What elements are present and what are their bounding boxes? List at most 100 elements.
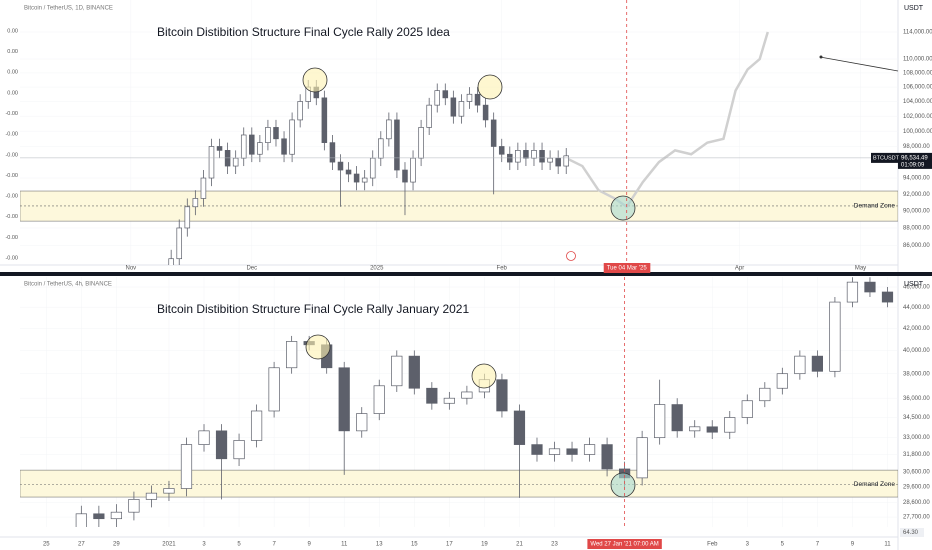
x-tick-label: 3 <box>202 542 206 548</box>
chart-header: Bitcoin / TetherUS, 4h, BINANCE <box>24 282 112 288</box>
y-tick-label: 33,000.00 <box>903 435 930 441</box>
candle-body <box>402 169 408 183</box>
candle-body <box>829 301 841 372</box>
trend-line <box>819 56 899 72</box>
left-scale-label: -0.00 <box>5 235 18 241</box>
candle-body <box>776 373 788 389</box>
candle-body <box>321 97 328 143</box>
candle-body <box>418 127 424 159</box>
x-tick-label: Feb <box>497 266 508 272</box>
candle-body <box>110 511 122 520</box>
left-scale-label: 0.00 <box>7 28 18 34</box>
candle-body <box>338 367 350 432</box>
candle-body <box>257 142 263 155</box>
x-tick-label: Nov <box>126 266 137 272</box>
candle-body <box>200 177 207 199</box>
candle-body <box>434 90 441 106</box>
candle-body <box>250 410 263 441</box>
candle-body <box>450 97 457 117</box>
y-tick-label: 44,000.00 <box>903 305 930 311</box>
time-marker-box <box>603 263 651 273</box>
candle-body <box>240 134 247 159</box>
candle-body <box>233 440 245 460</box>
demand-zone-label: Demand Zone <box>854 481 896 488</box>
candle-body <box>461 391 473 399</box>
y-tick-label: 98,000.00 <box>903 144 930 150</box>
candle-body <box>329 142 336 163</box>
candle-body <box>531 150 537 159</box>
y-tick-label: 88,000.00 <box>903 226 930 232</box>
y-tick-label: 104,000.00 <box>903 99 932 105</box>
y-tick-label: 90,000.00 <box>903 209 930 215</box>
candle-body <box>297 101 303 121</box>
candle-body <box>539 150 545 163</box>
overlay: Bitcoin / TetherUS, 1D, BINANCE Bitcoin D… <box>5 0 932 549</box>
x-tick-label: 23 <box>551 542 558 548</box>
left-scale-label: -0.00 <box>5 152 18 158</box>
time-marker-label: Wed 27 Jan '21 07:00 AM <box>590 542 658 548</box>
candle-body <box>794 355 806 375</box>
candle-body <box>281 138 287 155</box>
x-tick-label: Feb <box>707 542 718 548</box>
candle-body <box>513 410 526 445</box>
y-axis-label: USDT <box>904 5 924 12</box>
chart-title: Bitcoin Distibition Structure Final Cycl… <box>157 302 469 316</box>
candle-body <box>490 119 497 147</box>
x-tick-label: 17 <box>446 542 453 548</box>
y-tick-label: 36,000.00 <box>903 396 930 402</box>
candle-body <box>249 134 255 155</box>
candle-body <box>515 150 521 163</box>
candle-body <box>555 157 561 167</box>
candle-body <box>689 426 701 432</box>
indicator-box <box>900 528 924 537</box>
demand-zone <box>20 190 898 222</box>
candle-body <box>345 169 352 175</box>
candle-body <box>198 430 210 445</box>
candle-body <box>180 444 193 489</box>
y-tick-label: 29,600.00 <box>903 485 930 491</box>
candle-body <box>337 161 344 171</box>
y-tick-label: 34,500.00 <box>903 415 930 421</box>
projection-path <box>565 31 769 209</box>
y-tick-label: 38,000.00 <box>903 371 930 377</box>
candle-body <box>531 444 543 455</box>
x-tick-label: 11 <box>884 542 891 548</box>
candle-body <box>215 430 228 460</box>
candle-body <box>168 258 174 265</box>
candle-body <box>426 104 432 128</box>
candle-body <box>216 146 223 151</box>
y-tick-label: 94,000.00 <box>903 176 930 182</box>
x-tick-label: 15 <box>411 542 418 548</box>
candle-body <box>563 155 569 167</box>
candle-body <box>426 387 438 404</box>
candle-body <box>128 499 140 513</box>
candle-body <box>458 101 465 117</box>
candle-body <box>474 93 481 106</box>
candle-body <box>671 404 683 432</box>
highlight-circle <box>305 334 331 360</box>
event-icon[interactable] <box>566 251 576 261</box>
y-tick-label: 40,000.00 <box>903 348 930 354</box>
candle-body <box>741 400 753 418</box>
trend-line-anchor <box>819 55 823 59</box>
x-tick-label: 2025 <box>370 266 384 272</box>
candle-body <box>654 404 666 439</box>
left-scale-label: -0.00 <box>5 111 18 117</box>
highlight-circle <box>302 67 328 93</box>
candle-body <box>394 119 400 171</box>
x-tick-label: 9 <box>307 542 311 548</box>
candle-body <box>184 206 191 229</box>
candle-body <box>163 488 175 494</box>
x-tick-label: 5 <box>781 542 785 548</box>
candle-body <box>289 119 295 155</box>
y-tick-label: 27,700.00 <box>903 515 930 521</box>
chart-title: Bitcoin Distibition Structure Final Cycl… <box>157 25 450 39</box>
candle-body <box>93 513 105 520</box>
candle-body <box>482 104 489 121</box>
candle-body <box>176 227 183 260</box>
left-scale-label: -0.00 <box>5 173 18 179</box>
candle-body <box>706 426 718 433</box>
x-tick-label: 27 <box>78 542 85 548</box>
y-tick-label: 110,000.00 <box>903 57 932 63</box>
candle-body <box>265 127 271 143</box>
